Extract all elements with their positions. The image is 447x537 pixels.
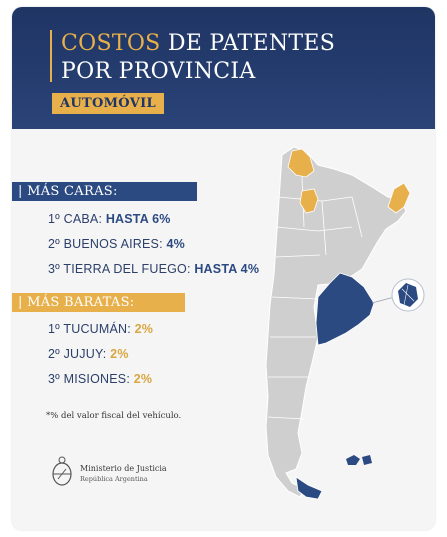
list-item: 3º MISIONES: 2% [48, 372, 152, 386]
rank: 3º [48, 372, 60, 386]
map-tucuman [299, 188, 319, 214]
page-title: COSTOS DE PATENTES POR PROVINCIA [61, 30, 421, 86]
ministry-logo: Ministerio de Justicia República Argenti… [50, 455, 180, 491]
ministry-country: República Argentina [80, 475, 148, 483]
rank: 2º [48, 237, 60, 251]
rank: 3º [48, 262, 60, 276]
section-mas-caras: | MÁS CARAS: [12, 182, 197, 201]
map-tierra-del-fuego [295, 476, 323, 500]
province-name: BUENOS AIRES: [63, 237, 163, 251]
province-name: MISIONES: [63, 372, 131, 386]
national-seal-icon [52, 456, 72, 486]
rate-value: HASTA 4% [194, 262, 260, 276]
rate-value: HASTA 6% [105, 212, 171, 226]
title-accent: COSTOS [61, 31, 161, 56]
rate-value: 2% [110, 347, 129, 361]
province-name: TUCUMÁN: [63, 322, 131, 336]
province-name: CABA: [63, 212, 103, 226]
rate-value: 2% [134, 322, 154, 336]
map-malvinas [346, 455, 372, 465]
map-misiones [387, 182, 411, 214]
footnote: *% del valor fiscal del vehículo. [46, 411, 182, 421]
rank: 1º [48, 322, 60, 336]
rank: 1º [48, 212, 60, 226]
list-item: 2º JUJUY: 2% [48, 347, 129, 361]
argentina-map [265, 146, 425, 500]
province-name: JUJUY: [63, 347, 107, 361]
list-item: 3º TIERRA DEL FUEGO: HASTA 4% [48, 262, 259, 276]
map-jujuy [287, 148, 315, 178]
header: COSTOS DE PATENTES POR PROVINCIA AUTOMÓV… [12, 7, 435, 129]
infographic-card: COSTOS DE PATENTES POR PROVINCIA AUTOMÓV… [12, 7, 435, 530]
header-accent-bar [50, 30, 52, 82]
province-name: TIERRA DEL FUEGO: [63, 262, 191, 276]
map-mainland [265, 146, 407, 498]
rate-value: 4% [166, 237, 185, 251]
section-mas-baratas: | MÁS BARATAS: [12, 293, 185, 312]
map-buenos-aires [315, 272, 375, 346]
title-rest: DE PATENTES [160, 31, 336, 56]
list-item: 1º TUCUMÁN: 2% [48, 322, 153, 336]
category-badge: AUTOMÓVIL [52, 93, 164, 114]
title-line2: POR PROVINCIA [61, 59, 256, 84]
list-item: 2º BUENOS AIRES: 4% [48, 237, 185, 251]
rate-value: 2% [133, 372, 153, 386]
list-item: 1º CABA: HASTA 6% [48, 212, 171, 226]
ministry-name: Ministerio de Justicia [80, 464, 167, 473]
rank: 2º [48, 347, 60, 361]
